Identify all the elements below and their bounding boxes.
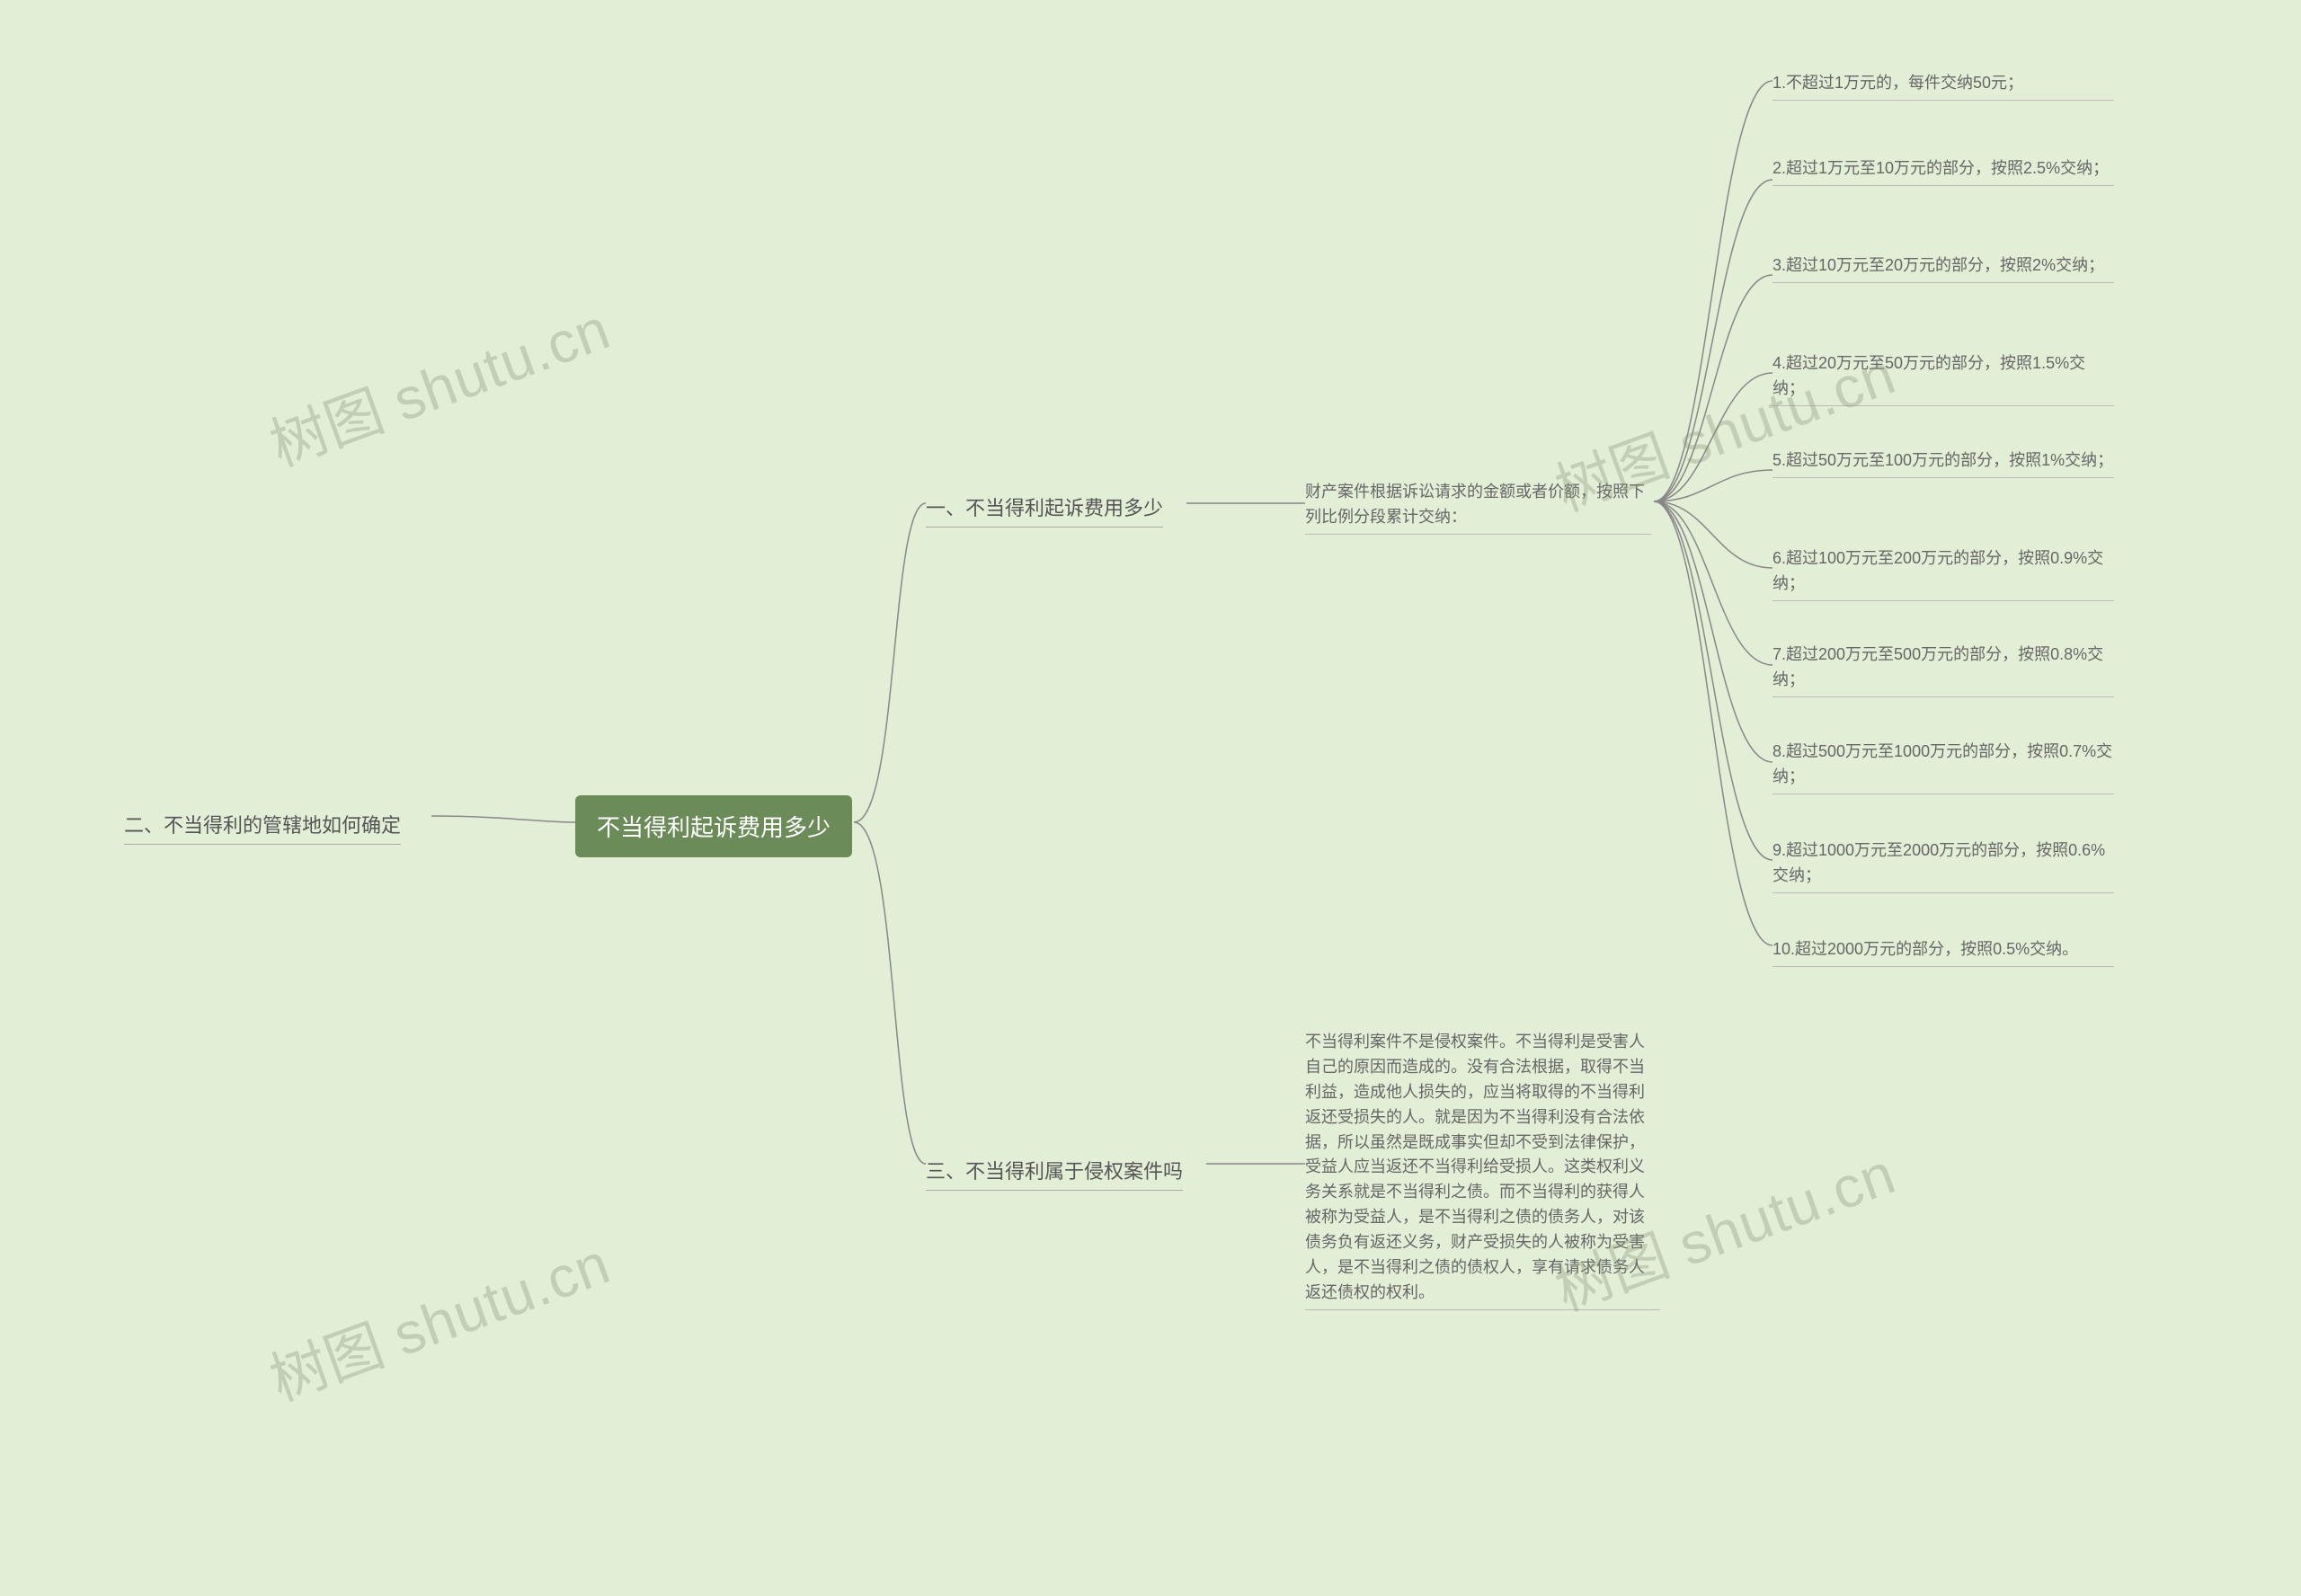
leaf-label: 2.超过1万元至10万元的部分，按照2.5%交纳； [1772, 159, 2109, 177]
watermark-en: shutu.cn [385, 296, 617, 433]
connector-layer [0, 0, 2301, 1596]
leaf-label: 5.超过50万元至100万元的部分，按照1%交纳； [1772, 451, 2113, 469]
fee-tier-4[interactable]: 4.超过20万元至50万元的部分，按照1.5%交纳； [1772, 348, 2114, 406]
branch-infringement[interactable]: 三、不当得利属于侵权案件吗 [926, 1150, 1183, 1191]
leaf-label: 4.超过20万元至50万元的部分，按照1.5%交纳； [1772, 354, 2085, 397]
fees-intro[interactable]: 财产案件根据诉讼请求的金额或者价额，按照下列比例分段累计交纳： [1305, 476, 1651, 535]
watermark: 树图 shutu.cn [257, 283, 619, 483]
root-node-label: 不当得利起诉费用多少 [597, 814, 831, 841]
fee-tier-10[interactable]: 10.超过2000万元的部分，按照0.5%交纳。 [1772, 934, 2114, 967]
leaf-label: 财产案件根据诉讼请求的金额或者价额，按照下列比例分段累计交纳： [1305, 483, 1645, 526]
root-node[interactable]: 不当得利起诉费用多少 [575, 795, 852, 857]
fee-tier-1[interactable]: 1.不超过1万元的，每件交纳50元； [1772, 67, 2114, 101]
leaf-label: 7.超过200万元至500万元的部分，按照0.8%交纳； [1772, 645, 2103, 688]
branch-label: 一、不当得利起诉费用多少 [926, 497, 1163, 519]
watermark-cn: 树图 [262, 1313, 392, 1413]
fee-tier-9[interactable]: 9.超过1000万元至2000万元的部分，按照0.6%交纳； [1772, 835, 2114, 893]
watermark-en: shutu.cn [1670, 1140, 1903, 1278]
leaf-label: 10.超过2000万元的部分，按照0.5%交纳。 [1772, 940, 2078, 958]
branch-label: 二、不当得利的管辖地如何确定 [124, 814, 401, 837]
fee-tier-8[interactable]: 8.超过500万元至1000万元的部分，按照0.7%交纳； [1772, 736, 2114, 794]
fee-tier-6[interactable]: 6.超过100万元至200万元的部分，按照0.9%交纳； [1772, 543, 2114, 601]
leaf-label: 6.超过100万元至200万元的部分，按照0.9%交纳； [1772, 549, 2103, 592]
fee-tier-5[interactable]: 5.超过50万元至100万元的部分，按照1%交纳； [1772, 445, 2114, 478]
watermark: 树图 shutu.cn [257, 1218, 619, 1417]
fee-tier-2[interactable]: 2.超过1万元至10万元的部分，按照2.5%交纳； [1772, 153, 2114, 186]
branch-fees[interactable]: 一、不当得利起诉费用多少 [926, 487, 1163, 528]
leaf-label: 9.超过1000万元至2000万元的部分，按照0.6%交纳； [1772, 841, 2105, 884]
branch-jurisdiction[interactable]: 二、不当得利的管辖地如何确定 [124, 804, 401, 845]
leaf-label: 3.超过10万元至20万元的部分，按照2%交纳； [1772, 256, 2104, 274]
leaf-label: 8.超过500万元至1000万元的部分，按照0.7%交纳； [1772, 742, 2112, 785]
watermark-en: shutu.cn [385, 1230, 617, 1368]
leaf-label: 1.不超过1万元的，每件交纳50元； [1772, 74, 2023, 92]
leaf-label: 不当得利案件不是侵权案件。不当得利是受害人自己的原因而造成的。没有合法根据，取得… [1305, 1033, 1645, 1301]
fee-tier-3[interactable]: 3.超过10万元至20万元的部分，按照2%交纳； [1772, 250, 2114, 283]
fee-tier-7[interactable]: 7.超过200万元至500万元的部分，按照0.8%交纳； [1772, 639, 2114, 697]
infringement-description[interactable]: 不当得利案件不是侵权案件。不当得利是受害人自己的原因而造成的。没有合法根据，取得… [1305, 1026, 1660, 1310]
branch-label: 三、不当得利属于侵权案件吗 [926, 1160, 1183, 1183]
watermark-cn: 树图 [262, 378, 392, 478]
